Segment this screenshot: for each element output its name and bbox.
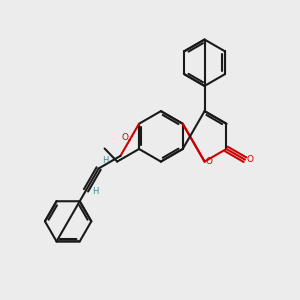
Text: O: O (122, 133, 129, 142)
Text: H: H (92, 187, 99, 196)
Text: O: O (246, 155, 253, 164)
Text: O: O (206, 157, 213, 166)
Text: H: H (102, 156, 109, 165)
